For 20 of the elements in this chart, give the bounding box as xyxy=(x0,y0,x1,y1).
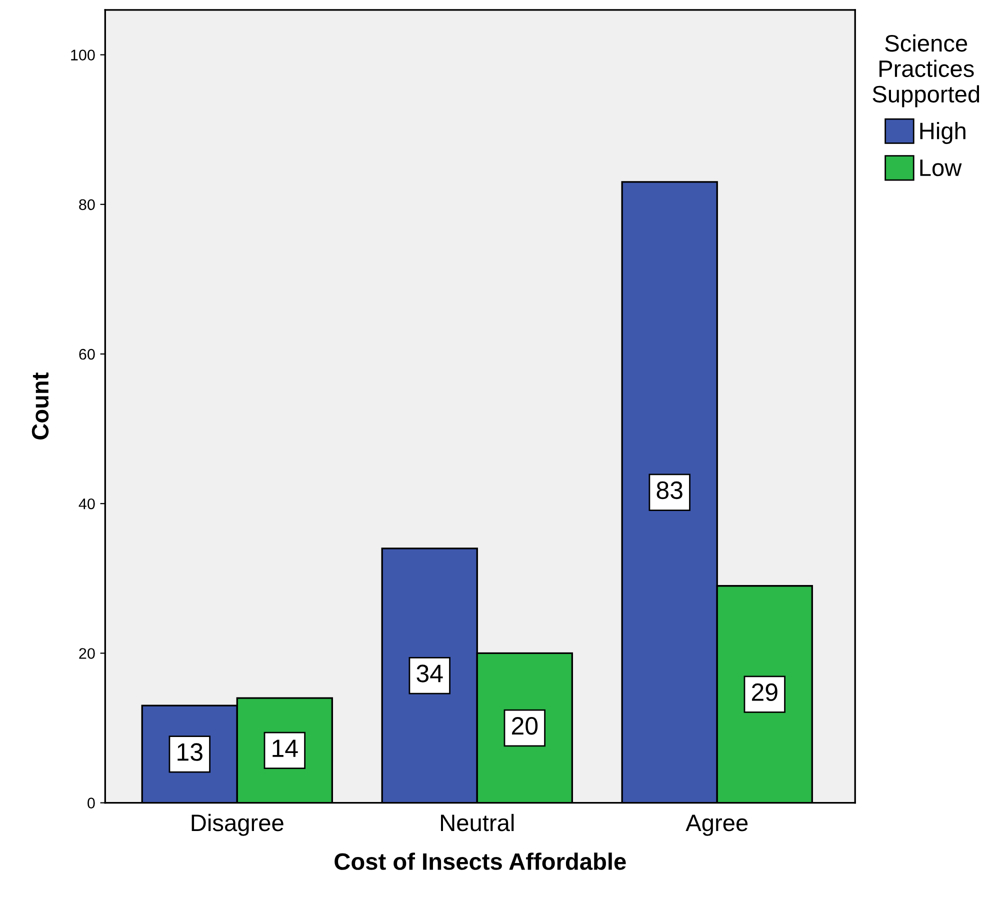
y-axis-title: Count xyxy=(32,372,49,440)
data-label: 14 xyxy=(272,740,298,757)
data-label: 34 xyxy=(416,664,443,682)
legend-label: Low xyxy=(920,160,962,176)
data-label: 29 xyxy=(752,683,778,702)
x-tick-label: Neutral xyxy=(441,814,514,832)
x-axis-title: Cost of Insects Affordable xyxy=(334,852,626,870)
x-tick-label: Agree xyxy=(686,814,748,836)
data-label: 83 xyxy=(656,481,682,500)
y-tick-label: 100 xyxy=(71,50,95,60)
y-tick-label: 60 xyxy=(79,348,95,360)
data-label: 13 xyxy=(178,743,202,761)
x-tick-label: Disagree xyxy=(192,814,284,836)
y-tick-label: 80 xyxy=(79,199,95,210)
y-tick-label: 40 xyxy=(78,498,95,510)
data-label: 20 xyxy=(512,717,538,735)
y-tick-label: 0 xyxy=(88,798,95,808)
y-tick-label: 20 xyxy=(79,648,95,659)
legend-label: High xyxy=(920,122,966,144)
legend-title: Science Practices Supported xyxy=(872,34,980,108)
